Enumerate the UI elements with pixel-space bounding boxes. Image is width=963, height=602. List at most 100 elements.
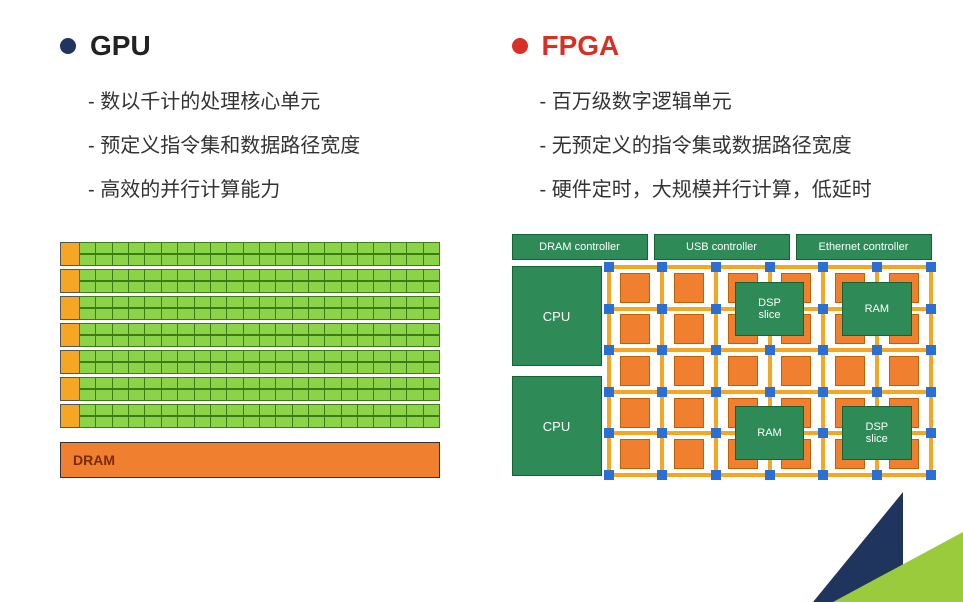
gpu-core	[357, 254, 374, 266]
gpu-core	[128, 389, 145, 401]
gpu-core	[79, 254, 96, 266]
gpu-core	[79, 281, 96, 293]
list-item: 高效的并行计算能力	[88, 168, 472, 212]
fpga-switch	[818, 387, 828, 397]
gpu-core	[324, 254, 341, 266]
list-item: 数以千计的处理核心单元	[88, 80, 472, 124]
gpu-core	[341, 389, 358, 401]
fpga-clb	[674, 398, 704, 428]
gpu-core	[95, 335, 112, 347]
gpu-core	[226, 377, 243, 389]
gpu-core	[259, 416, 276, 428]
gpu-core	[373, 281, 390, 293]
gpu-core	[390, 323, 407, 335]
gpu-core	[144, 242, 161, 254]
gpu-core	[128, 281, 145, 293]
gpu-core	[259, 350, 276, 362]
gpu-core	[423, 296, 440, 308]
fpga-clb	[674, 439, 704, 469]
gpu-core	[194, 362, 211, 374]
gpu-core	[406, 377, 423, 389]
fpga-switch	[657, 304, 667, 314]
gpu-core	[275, 242, 292, 254]
gpu-core	[275, 350, 292, 362]
gpu-core	[177, 308, 194, 320]
gpu-core	[341, 416, 358, 428]
gpu-core	[194, 416, 211, 428]
fpga-switch	[657, 428, 667, 438]
fpga-switch	[711, 470, 721, 480]
gpu-core	[144, 362, 161, 374]
gpu-core	[79, 377, 96, 389]
gpu-core	[79, 404, 96, 416]
fpga-clb	[728, 356, 758, 386]
gpu-core	[95, 296, 112, 308]
gpu-core-row	[60, 350, 440, 374]
fpga-body: CPUCPUDSP sliceRAMRAMDSP slice	[512, 266, 932, 476]
gpu-core	[210, 308, 227, 320]
gpu-core	[373, 335, 390, 347]
fpga-switch	[604, 387, 614, 397]
gpu-core	[177, 416, 194, 428]
gpu-core	[275, 281, 292, 293]
fpga-switch	[657, 262, 667, 272]
gpu-core	[243, 362, 260, 374]
gpu-core	[292, 389, 309, 401]
gpu-core	[308, 377, 325, 389]
gpu-core	[112, 254, 129, 266]
gpu-core	[128, 269, 145, 281]
gpu-core	[112, 377, 129, 389]
gpu-core	[79, 296, 96, 308]
gpu-core	[406, 308, 423, 320]
fpga-clb	[781, 356, 811, 386]
gpu-core	[177, 404, 194, 416]
gpu-core	[226, 350, 243, 362]
gpu-core	[341, 254, 358, 266]
gpu-core	[390, 350, 407, 362]
fpga-switch	[765, 387, 775, 397]
gpu-core	[161, 242, 178, 254]
gpu-title: GPU	[90, 30, 151, 62]
gpu-core	[259, 323, 276, 335]
gpu-core	[177, 254, 194, 266]
gpu-core	[210, 254, 227, 266]
gpu-core	[423, 269, 440, 281]
gpu-core	[128, 350, 145, 362]
gpu-core	[177, 269, 194, 281]
gpu-core	[357, 404, 374, 416]
gpu-core	[406, 281, 423, 293]
gpu-core	[161, 308, 178, 320]
fpga-cpu: CPU	[512, 376, 602, 476]
gpu-core	[357, 335, 374, 347]
gpu-cache	[60, 269, 80, 293]
gpu-cache	[60, 323, 80, 347]
gpu-core	[128, 377, 145, 389]
gpu-core	[144, 389, 161, 401]
gpu-core	[161, 350, 178, 362]
gpu-core	[161, 281, 178, 293]
gpu-core	[275, 389, 292, 401]
fpga-hard-block: DSP slice	[735, 282, 805, 336]
gpu-core	[194, 254, 211, 266]
gpu-core	[292, 281, 309, 293]
gpu-core	[79, 416, 96, 428]
gpu-core	[390, 404, 407, 416]
gpu-core	[390, 335, 407, 347]
fpga-switch	[818, 470, 828, 480]
gpu-core	[292, 404, 309, 416]
gpu-core-row	[60, 269, 440, 293]
gpu-core	[210, 269, 227, 281]
gpu-core	[161, 404, 178, 416]
gpu-core	[144, 269, 161, 281]
gpu-core	[243, 308, 260, 320]
gpu-core	[357, 296, 374, 308]
gpu-core	[161, 254, 178, 266]
gpu-core	[324, 404, 341, 416]
gpu-core	[292, 350, 309, 362]
gpu-core	[128, 335, 145, 347]
gpu-core	[259, 269, 276, 281]
gpu-cache	[60, 296, 80, 320]
fpga-fabric: DSP sliceRAMRAMDSP slice	[608, 266, 932, 476]
gpu-core	[161, 296, 178, 308]
gpu-core	[259, 362, 276, 374]
